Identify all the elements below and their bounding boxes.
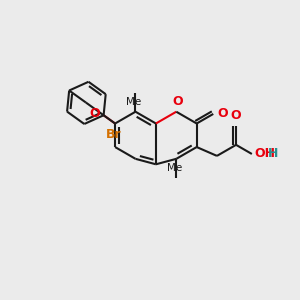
Text: O: O xyxy=(89,107,100,120)
Text: O: O xyxy=(172,95,183,108)
Text: OH: OH xyxy=(254,148,275,160)
Text: H: H xyxy=(268,148,278,160)
Text: Me: Me xyxy=(126,97,142,107)
Text: Br: Br xyxy=(106,128,122,141)
Text: O: O xyxy=(231,109,242,122)
Text: Me: Me xyxy=(167,163,182,173)
Text: O: O xyxy=(218,107,228,120)
